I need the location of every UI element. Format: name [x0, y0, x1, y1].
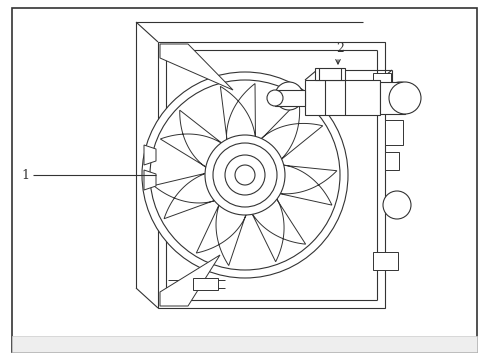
Bar	[274, 90, 305, 106]
Polygon shape	[160, 110, 229, 172]
Circle shape	[388, 82, 420, 114]
Circle shape	[274, 82, 303, 110]
Bar	[384, 120, 402, 145]
Bar	[12, 336, 476, 352]
Circle shape	[383, 82, 415, 114]
Polygon shape	[220, 84, 255, 150]
Bar	[379, 82, 404, 114]
Bar	[305, 80, 379, 115]
Polygon shape	[247, 190, 305, 262]
Polygon shape	[153, 171, 224, 219]
Bar	[314, 68, 345, 80]
Bar	[372, 73, 390, 95]
Circle shape	[382, 191, 410, 219]
Circle shape	[142, 73, 346, 277]
Circle shape	[213, 143, 276, 207]
Circle shape	[204, 135, 285, 215]
Circle shape	[266, 90, 283, 106]
Circle shape	[224, 155, 264, 195]
Polygon shape	[143, 145, 156, 165]
Polygon shape	[160, 255, 220, 306]
Bar	[193, 278, 218, 290]
Text: 2: 2	[335, 42, 343, 55]
Polygon shape	[254, 100, 322, 166]
Bar	[372, 252, 397, 270]
Circle shape	[235, 165, 254, 185]
Text: 1: 1	[21, 168, 29, 181]
Polygon shape	[160, 44, 232, 90]
Polygon shape	[196, 196, 249, 266]
Bar	[158, 42, 384, 308]
Bar	[384, 152, 398, 170]
Circle shape	[142, 72, 347, 278]
Polygon shape	[269, 164, 336, 205]
Polygon shape	[143, 170, 156, 190]
